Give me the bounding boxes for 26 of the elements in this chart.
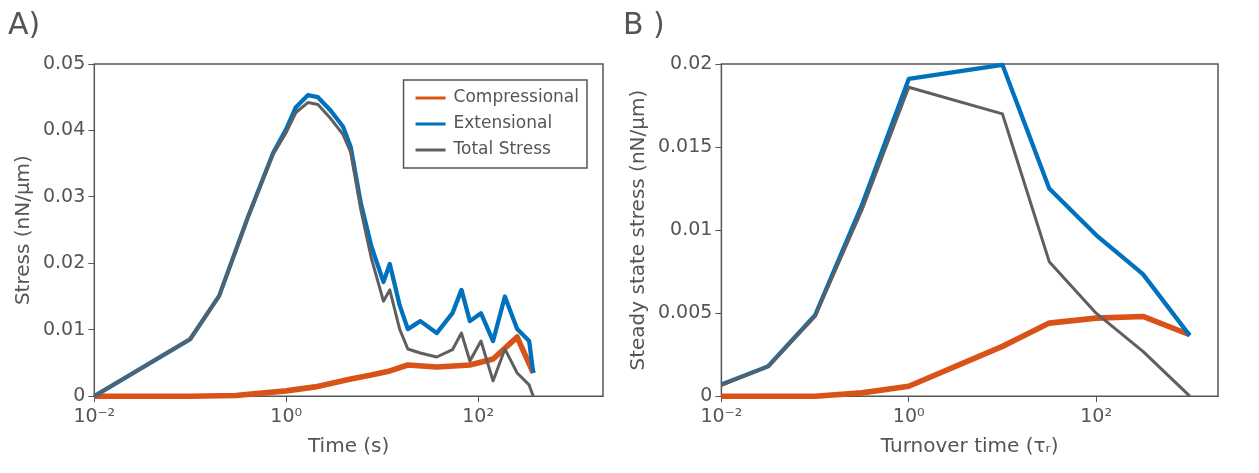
legend-label: Total Stress xyxy=(452,138,552,159)
y-tick-label: 0.01 xyxy=(670,217,713,240)
y-axis-title: Steady state stress (nN/µm) xyxy=(625,89,650,371)
y-tick-label: 0 xyxy=(700,383,713,406)
chart-title: A) xyxy=(8,5,41,41)
chart-title: B ) xyxy=(623,5,665,41)
y-tick-label: 0 xyxy=(73,383,86,406)
y-tick-label: 0.005 xyxy=(657,300,713,323)
y-tick-label: 0.015 xyxy=(657,133,713,156)
x-tick-label: 10² xyxy=(462,403,495,426)
y-tick-label: 0.03 xyxy=(42,183,86,206)
x-tick-label: 10⁻² xyxy=(73,403,116,426)
y-axis-title: Stress (nN/µm) xyxy=(10,155,35,306)
legend-label: Extensional xyxy=(453,112,553,133)
legend-label: Compressional xyxy=(453,86,579,107)
x-tick-label: 10⁰ xyxy=(270,403,303,426)
x-tick-label: 10⁰ xyxy=(892,403,925,426)
x-axis-title: Turnover time (τᵣ) xyxy=(879,433,1059,458)
y-tick-label: 0.01 xyxy=(42,316,86,339)
y-tick-label: 0.05 xyxy=(42,50,86,73)
y-tick-label: 0.04 xyxy=(42,117,86,140)
y-tick-label: 0.02 xyxy=(670,50,713,73)
y-tick-label: 0.02 xyxy=(42,250,86,273)
x-axis-title: Time (s) xyxy=(306,433,390,458)
x-tick-label: 10² xyxy=(1080,403,1113,426)
x-tick-label: 10⁻² xyxy=(700,403,743,426)
